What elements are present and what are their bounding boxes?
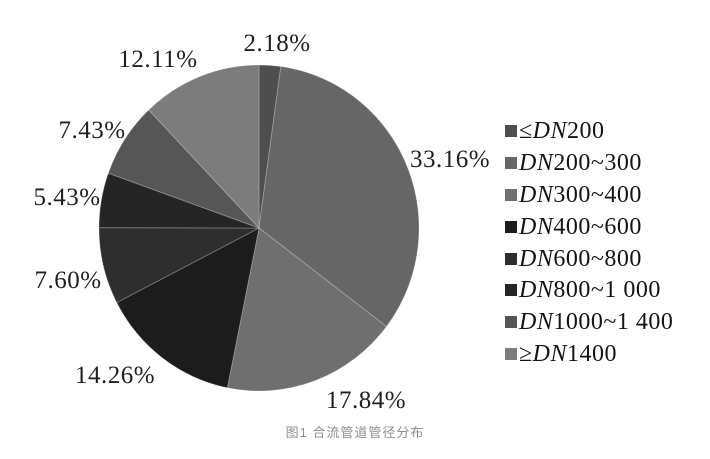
pie-slice-7 <box>147 64 260 230</box>
pie-slice-3 <box>116 227 260 389</box>
legend-item: ≥DN1400 <box>505 338 673 370</box>
legend-item-label: ≤DN200 <box>519 117 605 144</box>
slice-percentage-label: 2.18% <box>243 30 311 57</box>
legend-item: DN800~1 000 <box>505 274 673 306</box>
figure-caption: 图1 合流管道管径分布 <box>285 425 425 440</box>
slice-percentage-label: 14.26% <box>74 362 156 389</box>
pie-slice-6 <box>107 109 260 229</box>
legend-item-label: DN300~400 <box>519 181 642 208</box>
legend-marker-swatch-icon <box>505 284 517 297</box>
legend-item: DN300~400 <box>505 179 673 211</box>
slice-percentage-label: 17.84% <box>325 387 407 414</box>
legend-marker-swatch-icon <box>505 156 517 169</box>
pie-slice-4 <box>98 227 260 304</box>
legend-marker-swatch-icon <box>505 252 517 265</box>
legend-marker-swatch-icon <box>505 124 517 137</box>
legend-item-label: DN600~800 <box>519 245 642 272</box>
legend-item-label: DN400~600 <box>519 213 642 240</box>
legend-item: DN200~300 <box>505 147 673 179</box>
legend-marker-swatch-icon <box>505 316 517 329</box>
slice-percentage-label: 12.11% <box>118 46 198 73</box>
legend: ≤DN200 DN200~300 DN300~400 DN400~600 DN600~8… <box>505 115 673 370</box>
legend-marker-swatch-icon <box>505 188 517 201</box>
pie-slice-5 <box>98 172 260 229</box>
pie-slice-2 <box>226 227 388 392</box>
legend-item-label: ≥DN1400 <box>519 341 618 368</box>
legend-item: DN1000~1 400 <box>505 306 673 338</box>
pie-slice-0 <box>258 64 282 229</box>
pie-slice-1 <box>258 65 420 328</box>
legend-item: DN600~800 <box>505 243 673 275</box>
legend-item: DN400~600 <box>505 211 673 243</box>
legend-marker-swatch-icon <box>505 220 517 233</box>
legend-item: ≤DN200 <box>505 115 673 147</box>
slice-percentage-label: 7.43% <box>58 117 126 144</box>
legend-item-label: DN800~1 000 <box>519 277 661 304</box>
slice-percentage-label: 5.43% <box>33 184 101 211</box>
legend-marker-swatch-icon <box>505 348 517 361</box>
slice-percentage-label: 33.16% <box>409 146 491 173</box>
slice-percentage-label: 7.60% <box>34 267 102 294</box>
legend-item-label: DN200~300 <box>519 149 642 176</box>
legend-item-label: DN1000~1 400 <box>519 309 674 336</box>
